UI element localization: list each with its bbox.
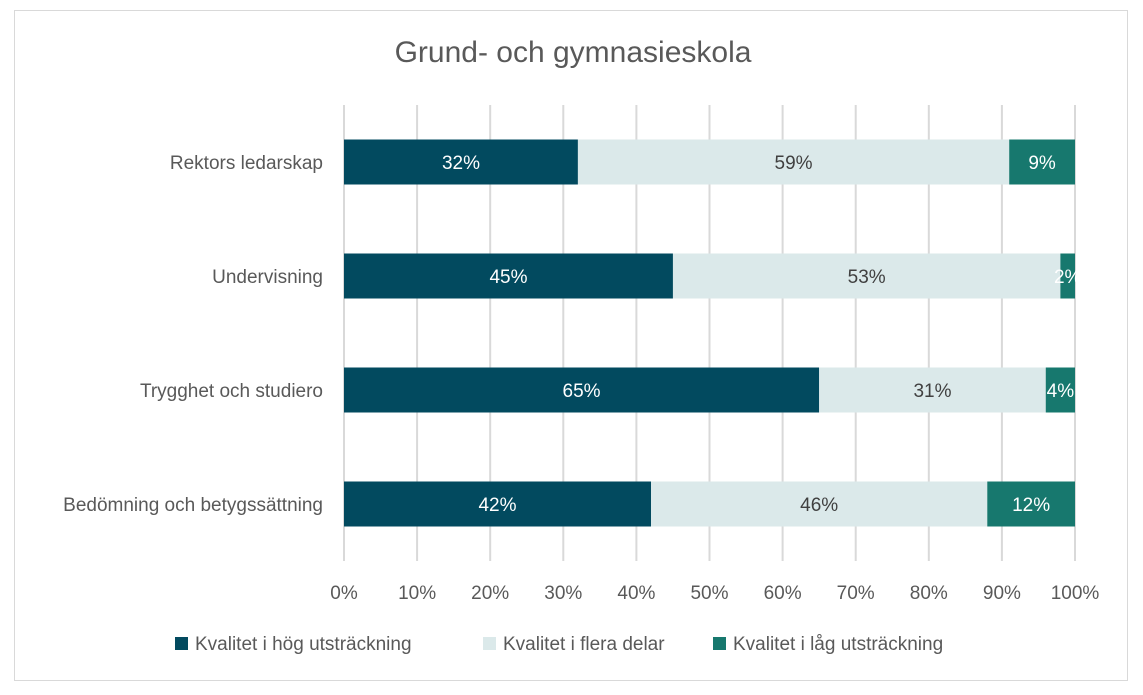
bar-segment — [344, 367, 820, 413]
data-label: 31% — [913, 381, 951, 402]
legend-swatch — [175, 637, 188, 650]
chart-title: Grund- och gymnasieskola — [395, 36, 752, 69]
data-label: 9% — [1028, 153, 1056, 174]
x-tick-label: 100% — [1051, 583, 1100, 604]
x-tick-label: 80% — [910, 583, 948, 604]
bar-segment — [577, 139, 1010, 185]
data-label: 65% — [563, 381, 601, 402]
data-label: 42% — [478, 495, 516, 516]
bar-segment — [651, 481, 988, 527]
bar-segment — [344, 139, 578, 185]
legend: Kvalitet i hög utsträckning Kvalitet i fl… — [175, 634, 943, 655]
legend-label: Kvalitet i flera delar — [503, 634, 665, 655]
x-tick-label: 60% — [764, 583, 802, 604]
data-label: 59% — [775, 153, 813, 174]
bar-segment — [819, 367, 1046, 413]
x-tick-label: 70% — [837, 583, 875, 604]
data-label: 45% — [489, 267, 527, 288]
x-tick-label: 0% — [330, 583, 358, 604]
bar-segment — [672, 253, 1061, 299]
category-labels: Rektors ledarskap Undervisning Trygghet oc… — [63, 153, 323, 516]
x-tick-label: 40% — [617, 583, 655, 604]
x-tick-label: 50% — [690, 583, 728, 604]
bar-segment — [987, 481, 1075, 527]
x-axis-ticks: 0% 10% 20% 30% 40% 50% 60% 70% 80% 90% 100% — [330, 583, 1099, 604]
data-label: 53% — [848, 267, 886, 288]
bar-segment — [1009, 139, 1075, 185]
category-label: Bedömning och betygssättning — [63, 495, 323, 516]
data-label: 4% — [1047, 381, 1075, 402]
legend-swatch — [713, 637, 726, 650]
data-label: 12% — [1012, 495, 1050, 516]
data-label: 46% — [800, 495, 838, 516]
x-tick-label: 10% — [398, 583, 436, 604]
x-tick-label: 20% — [471, 583, 509, 604]
category-label: Trygghet och studiero — [140, 381, 323, 402]
category-label: Undervisning — [212, 267, 323, 288]
chart-border — [14, 10, 1128, 681]
bar-segment — [344, 253, 673, 299]
legend-swatch — [483, 637, 496, 650]
legend-label: Kvalitet i hög utsträckning — [195, 634, 412, 655]
bar-segment — [1060, 253, 1075, 299]
category-label: Rektors ledarskap — [170, 153, 323, 174]
bar-segment — [344, 481, 652, 527]
data-label: 2% — [1054, 267, 1082, 288]
legend-label: Kvalitet i låg utsträckning — [733, 634, 943, 655]
x-tick-label: 30% — [544, 583, 582, 604]
bar-segment — [1045, 367, 1075, 413]
bars: 32% 59% 9% 45% 53% 2% 65% 31% 4% 42% 46% 12% — [344, 139, 1082, 527]
x-tick-label: 90% — [983, 583, 1021, 604]
data-label: 32% — [442, 153, 480, 174]
